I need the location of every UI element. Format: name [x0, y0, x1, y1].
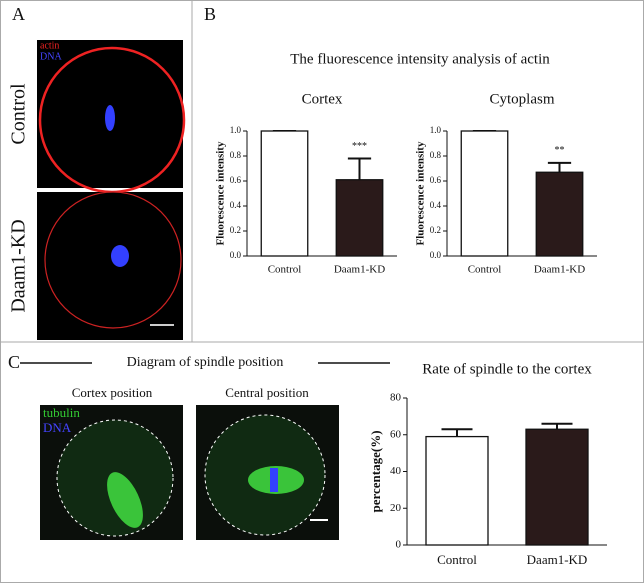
panel-label: A — [12, 4, 25, 24]
y-tick-label: 0.4 — [230, 200, 242, 210]
image-label: Central position — [225, 385, 309, 400]
y-axis-label: Fluorescence intensity — [215, 141, 227, 245]
panel-label: C — [8, 352, 20, 372]
row-label: Daam1-KD — [8, 219, 30, 312]
y-axis-label: percentage(%) — [368, 430, 383, 512]
y-tick-label: 0.6 — [430, 175, 442, 185]
panel-label: B — [204, 4, 216, 24]
chart-title: Cytoplasm — [489, 91, 554, 107]
x-tick-label: Control — [468, 264, 502, 276]
spindle — [107, 472, 143, 528]
y-tick-label: 0.0 — [430, 250, 442, 260]
bar — [425, 435, 489, 546]
chart-title: Cortex — [302, 91, 343, 107]
stain-label: tubulin — [43, 405, 80, 420]
y-tick-label: 60 — [390, 428, 402, 440]
y-tick-label: 0.2 — [230, 225, 241, 235]
image-label: Cortex position — [72, 385, 153, 400]
y-tick-label: 0.2 — [430, 225, 441, 235]
y-tick-label: 20 — [390, 502, 402, 514]
bar — [260, 130, 309, 257]
stain-label: DNA — [43, 420, 72, 435]
y-tick-label: 1.0 — [430, 125, 442, 135]
y-tick-label: 0 — [396, 539, 402, 551]
bar — [460, 130, 509, 257]
y-tick-label: 0.0 — [230, 250, 242, 260]
x-tick-label: Daam1-KD — [334, 264, 385, 276]
chart-title: Rate of spindle to the cortex — [422, 361, 592, 377]
bar — [535, 171, 584, 257]
x-tick-label: Daam1-KD — [534, 264, 585, 276]
y-tick-label: 0.8 — [230, 150, 242, 160]
significance: *** — [352, 141, 367, 152]
stain-label: DNA — [40, 51, 62, 62]
y-axis-label: Fluorescence intensity — [415, 141, 427, 245]
y-tick-label: 0.4 — [430, 200, 442, 210]
diagram-title: Diagram of spindle position — [127, 355, 284, 370]
y-tick-label: 0.6 — [230, 175, 242, 185]
x-tick-label: Control — [268, 264, 302, 276]
y-tick-label: 1.0 — [230, 125, 242, 135]
y-tick-label: 0.8 — [430, 150, 442, 160]
significance: ** — [555, 145, 565, 156]
bar — [525, 428, 589, 546]
dna — [111, 245, 129, 267]
x-tick-label: Daam1-KD — [527, 552, 588, 567]
micrograph — [37, 192, 183, 340]
x-tick-label: Control — [437, 552, 477, 567]
stain-label: actin — [40, 40, 59, 51]
y-tick-label: 40 — [390, 465, 402, 477]
dna — [105, 105, 115, 131]
row-label: Control — [8, 83, 30, 145]
dna — [270, 468, 278, 492]
actin-ring — [44, 191, 182, 329]
y-tick-label: 80 — [390, 392, 402, 404]
bar — [335, 179, 384, 257]
panel-title: The fluorescence intensity analysis of a… — [290, 51, 550, 67]
